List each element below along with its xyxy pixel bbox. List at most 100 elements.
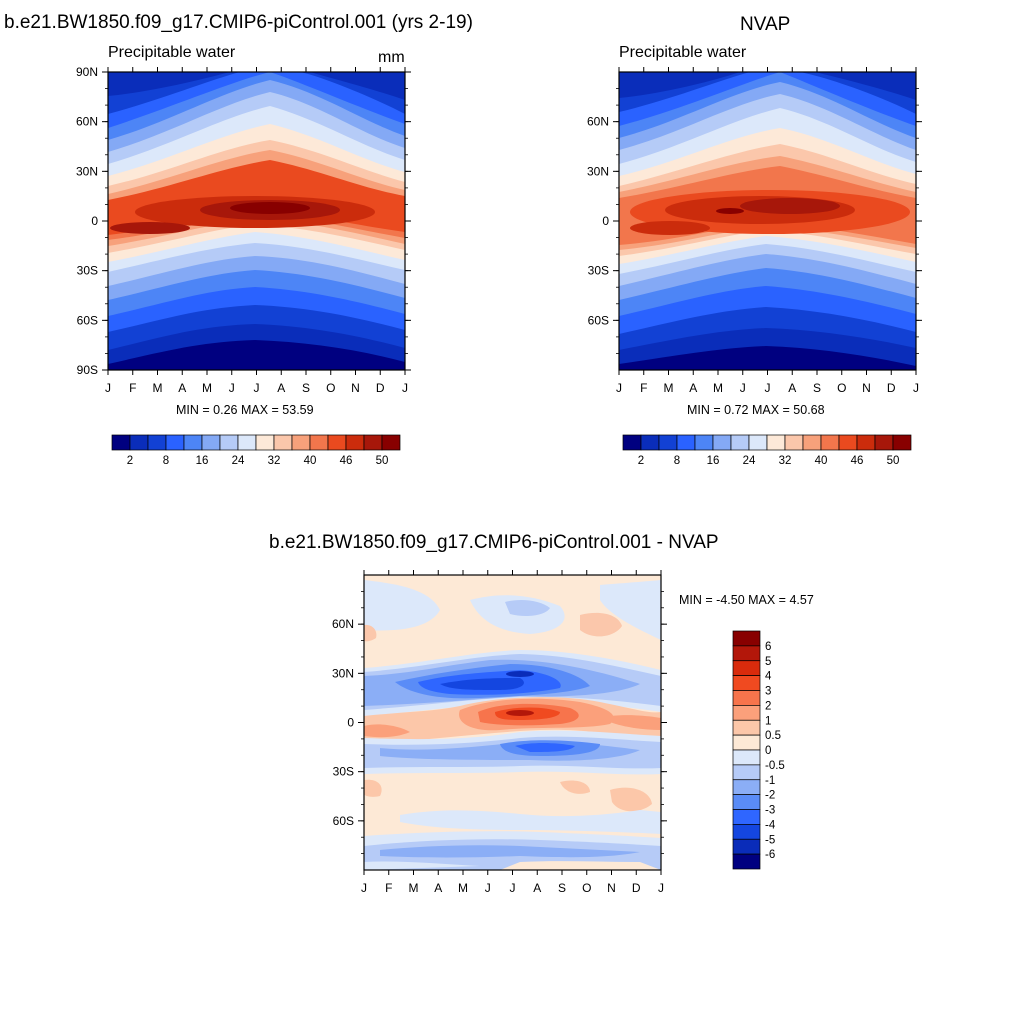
panel2-colorbar-label: 32 — [779, 455, 792, 467]
panel1-units-label: mm — [378, 49, 405, 66]
panel2-title: NVAP — [740, 14, 791, 35]
panel3-colorbar-label: 0 — [765, 745, 771, 757]
panel1-colorbar-swatch — [255, 434, 275, 451]
panel1-colorbar-swatch — [111, 434, 131, 451]
panel1-ytick-label: 90S — [77, 363, 98, 377]
panel2-colorbar-swatch — [676, 434, 696, 451]
panel3-xtick-label: M — [409, 881, 419, 895]
panel3-ytick-label: 60N — [332, 617, 354, 631]
panel2-ytick-label: 60N — [587, 115, 609, 129]
panel2-xtick-label: J — [765, 381, 771, 395]
panel1-xtick-label: D — [376, 381, 385, 395]
panel1-ytick-label: 60S — [77, 313, 98, 327]
panel2-colorbar-swatch — [874, 434, 894, 451]
panel3-ytick-label: 30N — [332, 666, 354, 680]
panel3-colorbar-swatch — [732, 838, 761, 855]
panel3-colorbar-label: 0.5 — [765, 730, 781, 742]
panel1-xtick-label: O — [326, 381, 335, 395]
panel1-xtick-label: A — [178, 381, 186, 395]
panel3-colorbar-label: -3 — [765, 805, 775, 817]
panel3-colorbar-swatch — [732, 764, 761, 781]
panel3-colorbar-swatch — [732, 675, 761, 691]
panel3-colorbar-swatch — [732, 749, 761, 766]
panel2-xtick-label: A — [689, 381, 697, 395]
panel3-colorbar-swatch — [732, 645, 761, 662]
panel3-minmax: MIN = -4.50 MAX = 4.57 — [679, 593, 814, 607]
panel3-ytick-label: 0 — [347, 716, 354, 730]
panel1-colorbar-swatch — [309, 434, 329, 451]
panel1-colorbar-label: 50 — [376, 455, 389, 467]
panel1-variable-label: Precipitable water — [108, 44, 236, 61]
panel2-colorbar-label: 46 — [851, 455, 864, 467]
panel3-colorbar-swatch — [732, 660, 761, 676]
panel3-colorbar-swatch — [732, 809, 761, 825]
panel1-xtick-label: A — [277, 381, 285, 395]
panel2-colorbar-swatch — [640, 434, 660, 451]
panel1-colorbar-swatch — [363, 434, 383, 451]
panel2-colorbar-swatch — [820, 434, 840, 451]
panel1-ytick-label: 30N — [76, 164, 98, 178]
panel1-colorbar-label: 24 — [232, 455, 245, 467]
panel2-xtick-label: A — [788, 381, 796, 395]
panel2-colorbar-swatch — [838, 434, 858, 451]
panel3-colorbar-swatch — [732, 719, 761, 736]
panel2-xtick-label: J — [616, 381, 622, 395]
panel3-colorbar-label: -6 — [765, 849, 775, 861]
panel2-colorbar-swatch — [748, 434, 768, 451]
panel2-colorbar-swatch — [766, 434, 786, 451]
panel3-colorbar-label: 3 — [765, 686, 771, 698]
panel1-xtick-label: F — [129, 381, 136, 395]
panel3-xtick-label: S — [558, 881, 566, 895]
panel2-variable-label: Precipitable water — [619, 44, 747, 61]
panel1-colorbar-swatch — [327, 434, 347, 451]
panel3-colorbar-label: -5 — [765, 834, 775, 846]
panel2-colorbar-swatch — [622, 434, 642, 451]
panel1-colorbar-label: 40 — [304, 455, 317, 467]
panel3-xtick-label: D — [632, 881, 641, 895]
panel1-colorbar-swatch — [147, 434, 167, 451]
panel2-colorbar-label: 2 — [638, 455, 644, 467]
panel1-colorbar-swatch — [129, 434, 149, 451]
panel3-colorbar-label: 1 — [765, 715, 771, 727]
panel2-colorbar-swatch — [658, 434, 678, 451]
panel1-colorbar-swatch — [273, 434, 293, 451]
panel3-xtick-label: J — [485, 881, 491, 895]
colorbars-layer: 2 8 16 24 32 40 46 50 2 8 16 24 32 40 46 506543210.50-0… — [111, 434, 912, 870]
panel2-colorbar-label: 50 — [887, 455, 900, 467]
panel2-colorbar-label: 16 — [707, 455, 720, 467]
panel3-ytick-label: 30S — [333, 765, 354, 779]
panel1-xtick-label: N — [351, 381, 360, 395]
panel2-xtick-label: D — [887, 381, 896, 395]
panel3-colorbar-label: 4 — [765, 671, 772, 683]
panel3-colorbar-label: -0.5 — [765, 760, 785, 772]
panel2-contour-plot — [619, 72, 916, 370]
panel3-colorbar-swatch — [732, 734, 761, 751]
panel3-colorbar-label: 2 — [765, 700, 771, 712]
panel3-ytick-label: 60S — [333, 814, 354, 828]
panel3-colorbar-swatch — [732, 705, 761, 721]
panel1-colorbar-label: 8 — [163, 455, 169, 467]
panel3-colorbar-label: -2 — [765, 790, 775, 802]
panel2-colorbar-label: 8 — [674, 455, 680, 467]
panel1-xtick-label: J — [402, 381, 408, 395]
panel1-colorbar-swatch — [237, 434, 257, 451]
panel1-colorbar-swatch — [381, 434, 401, 451]
panel1-minmax: MIN = 0.26 MAX = 53.59 — [176, 403, 314, 417]
panel2-ytick-label: 0 — [602, 214, 609, 228]
panel1-ytick-label: 30S — [77, 264, 98, 278]
panel3-colorbar-label: 6 — [765, 641, 771, 653]
panel2-colorbar-swatch — [802, 434, 822, 451]
panel1-xtick-label: J — [254, 381, 260, 395]
panel1-colorbar-swatch — [165, 434, 185, 451]
panel1-xtick-label: M — [153, 381, 163, 395]
panel2-colorbar-swatch — [712, 434, 732, 451]
panel3-xtick-label: J — [361, 881, 367, 895]
panel3-colorbar-swatch — [732, 824, 761, 840]
panel3-colorbar-label: -4 — [765, 819, 776, 831]
panel1-colorbar-swatch — [345, 434, 365, 451]
panel3-colorbar-swatch — [732, 690, 761, 706]
panel2-colorbar-swatch — [892, 434, 912, 451]
panel2-colorbar-label: 40 — [815, 455, 828, 467]
panel1-contour-plot — [108, 72, 405, 370]
